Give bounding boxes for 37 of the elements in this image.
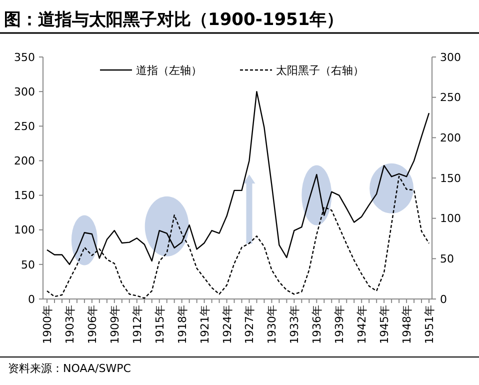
x-tick-label: 1924年 (220, 305, 234, 344)
x-tick-label: 1945年 (378, 305, 392, 344)
x-tick-label: 1951年 (423, 305, 436, 344)
y-tick-label: 350 (14, 50, 35, 64)
x-tick-label: 1927年 (243, 305, 256, 344)
x-tick-label: 1921年 (198, 305, 212, 344)
y-tick-label: 50 (21, 258, 35, 272)
y-tick-label: 100 (14, 224, 35, 237)
x-tick-label: 1942年 (356, 305, 369, 344)
y-tick-label: 250 (14, 120, 35, 133)
y2-tick-label: 50 (440, 252, 454, 266)
x-tick-label: 1930年 (266, 305, 279, 344)
y-tick-label: 200 (14, 154, 35, 168)
x-tick-label: 1939年 (333, 305, 346, 344)
y2-tick-label: 250 (440, 91, 461, 104)
x-tick-label: 1918年 (176, 305, 189, 344)
y-tick-label: 300 (14, 85, 35, 98)
x-tick-label: 1909年 (108, 305, 122, 344)
y2-tick-label: 100 (440, 212, 461, 226)
x-tick-label: 1912年 (130, 305, 144, 344)
x-tick-label: 1903年 (63, 305, 76, 344)
x-tick-label: 1948年 (400, 305, 414, 344)
y2-tick-label: 300 (440, 50, 461, 64)
y2-tick-label: 0 (440, 292, 447, 306)
y-tick-label: 0 (28, 292, 35, 306)
x-tick-label: 1906年 (86, 305, 99, 344)
x-tick-label: 1933年 (288, 305, 302, 344)
chart-title: 图：道指与太阳黑子对比（1900-1951年） (4, 10, 344, 30)
x-tick-label: 1900年 (41, 305, 54, 344)
x-tick-label: 1915年 (153, 305, 166, 344)
y-tick-label: 150 (14, 189, 35, 202)
y2-tick-label: 150 (440, 172, 461, 185)
y2-tick-label: 200 (440, 132, 461, 145)
legend-label: 太阳黑子（右轴） (276, 64, 364, 77)
text: 资料来源：NOAA/SWPC (8, 362, 132, 375)
legend-label: 道指（左轴） (136, 64, 202, 77)
x-tick-label: 1936年 (310, 305, 324, 344)
